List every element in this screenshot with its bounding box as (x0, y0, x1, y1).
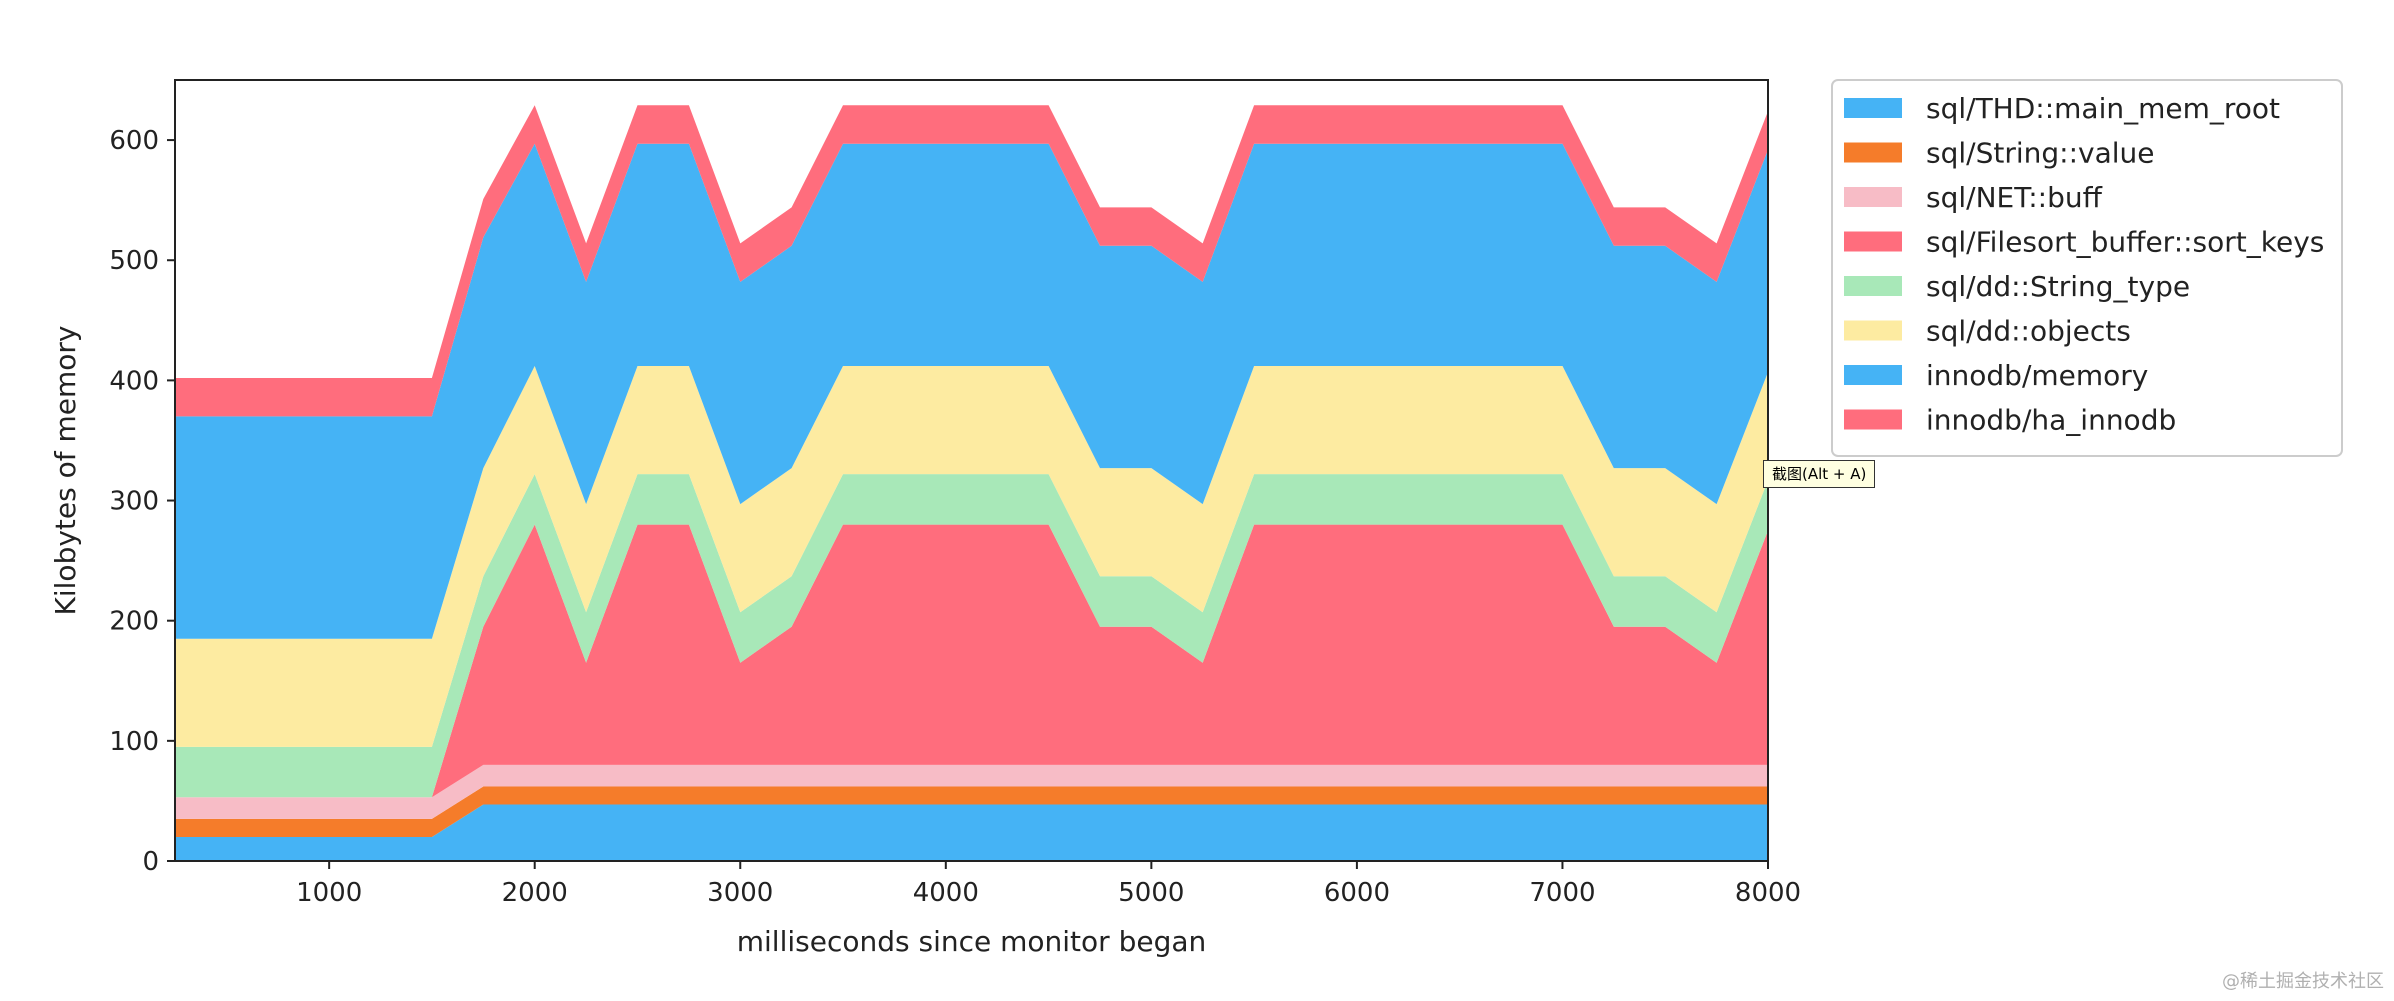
x-axis-label: milliseconds since monitor began (737, 925, 1207, 958)
area-series-0 (175, 804, 1768, 861)
legend-swatch (1844, 231, 1902, 252)
y-tick-label: 600 (109, 126, 159, 156)
legend-entry: sql/THD::main_mem_root (1926, 92, 2280, 125)
legend-entry: sql/String::value (1926, 137, 2154, 170)
legend-swatch (1844, 98, 1902, 118)
x-tick-label: 4000 (913, 878, 979, 908)
legend-entry: sql/NET::buff (1926, 181, 2103, 214)
legend-entry: innodb/ha_innodb (1926, 404, 2176, 437)
legend-box (1831, 79, 2343, 457)
legend-swatch (1844, 276, 1902, 296)
y-tick-label: 100 (109, 727, 159, 757)
y-tick-label: 400 (109, 366, 159, 396)
x-tick-label: 1000 (296, 878, 362, 908)
x-axis-ticks: 1000 2000 3000 4000 5000 6000 7000 8000 (296, 861, 1801, 908)
legend-swatch (1844, 142, 1902, 163)
x-tick-label: 5000 (1118, 878, 1184, 908)
legend-swatch (1844, 365, 1902, 385)
area-series-6 (175, 143, 1768, 639)
legend-entry: innodb/memory (1926, 359, 2148, 392)
y-tick-label: 300 (109, 487, 159, 517)
legend-swatch (1844, 320, 1902, 341)
legend-entry: sql/dd::objects (1926, 315, 2131, 348)
area-series-1 (175, 786, 1768, 837)
watermark: @稀土掘金技术社区 (2222, 971, 2384, 992)
area-series-5 (175, 366, 1768, 747)
area-series-4 (175, 474, 1768, 798)
area-series-7 (175, 105, 1768, 417)
x-tick-label: 7000 (1529, 878, 1595, 908)
area-series-3 (175, 524, 1768, 798)
x-tick-label: 8000 (1735, 878, 1801, 908)
legend-swatch (1844, 409, 1902, 430)
legend-entry: sql/Filesort_buffer::sort_keys (1926, 226, 2324, 259)
x-tick-label: 6000 (1324, 878, 1390, 908)
x-tick-label: 2000 (502, 878, 568, 908)
legend: sql/THD::main_mem_rootsql/String::values… (1831, 79, 2343, 457)
y-axis-label: Kilobytes of memory (49, 326, 82, 616)
legend-entry: sql/dd::String_type (1926, 270, 2190, 303)
y-tick-label: 200 (109, 607, 159, 637)
screenshot-tooltip: 截图(Alt + A) (1763, 460, 1876, 488)
x-tick-label: 3000 (707, 878, 773, 908)
legend-swatch (1844, 187, 1902, 207)
y-tick-label: 0 (142, 847, 159, 877)
stacked-areas (175, 105, 1768, 861)
area-series-2 (175, 764, 1768, 819)
y-tick-label: 500 (109, 246, 159, 276)
y-axis-ticks: 0 100 200 300 400 500 600 (109, 126, 175, 877)
